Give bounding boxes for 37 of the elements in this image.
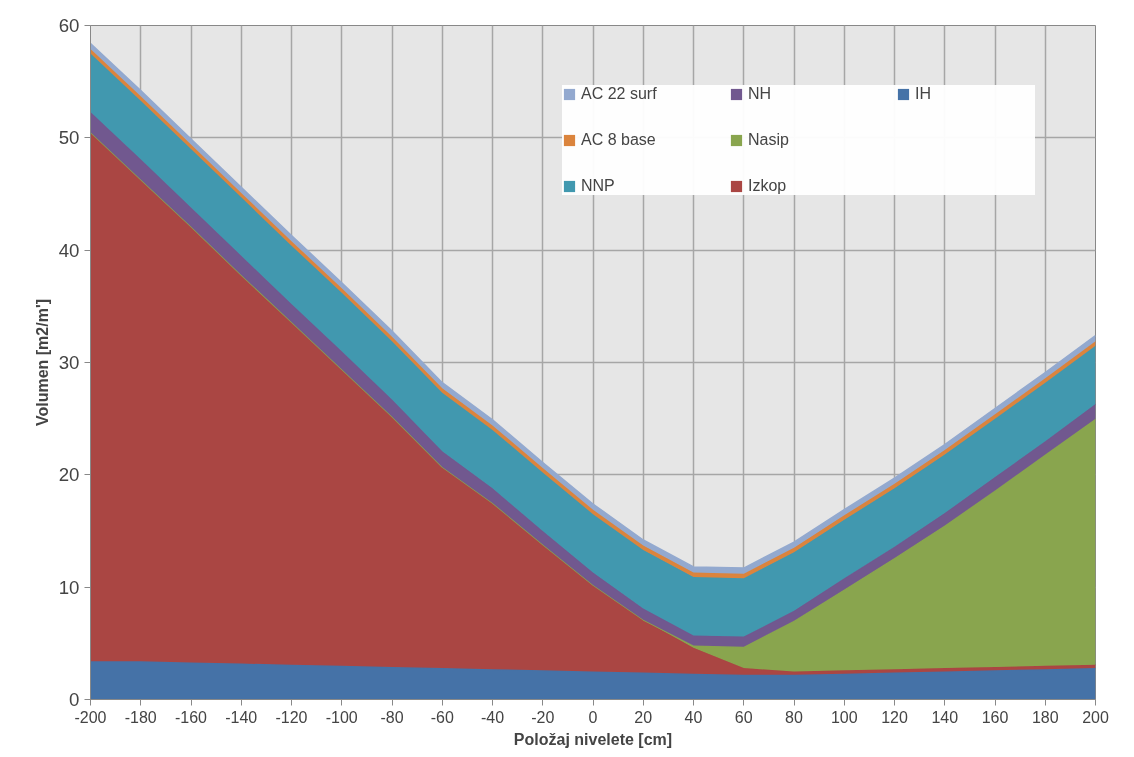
x-tick-label: -80 (380, 708, 404, 726)
x-tick-label: -100 (325, 708, 358, 726)
x-tick-label: 100 (830, 708, 858, 726)
x-tick-label: -40 (480, 708, 505, 726)
y-tick-label: 10 (58, 576, 80, 598)
x-tick-label: 160 (981, 708, 1009, 726)
y-tick-label: 60 (58, 15, 80, 36)
x-axis-title: Položaj nivelete [cm] (513, 730, 673, 748)
x-tick-label: 120 (881, 708, 908, 726)
x-tick-label: -200 (74, 708, 107, 726)
y-tick-label: 50 (58, 127, 80, 149)
x-tick-label: -60 (430, 708, 454, 726)
x-tick-label: -20 (531, 708, 555, 726)
x-tick-label: 40 (684, 708, 703, 726)
y-axis-title: Volumen [m2/m'] (33, 298, 51, 427)
x-tick-label: 80 (785, 708, 803, 726)
y-tick-label: 40 (58, 239, 80, 261)
legend-label: NNP (581, 177, 616, 195)
legend-label: Izkop (748, 177, 788, 195)
x-tick-label: 20 (634, 708, 653, 726)
x-tick-label: -140 (225, 708, 258, 726)
y-tick-label: 20 (58, 464, 80, 486)
legend-label: AC 22 surf (581, 85, 658, 103)
legend-label: IH (915, 85, 932, 103)
x-tick-label: 180 (1031, 708, 1059, 726)
x-tick-label: 0 (588, 708, 598, 726)
x-tick-label: 60 (734, 708, 753, 726)
x-tick-label: -160 (174, 708, 208, 726)
x-tick-label: -120 (275, 708, 308, 726)
y-tick-label: 30 (58, 352, 80, 373)
x-tick-label: 200 (1082, 708, 1109, 726)
legend-label: Nasip (748, 131, 790, 149)
y-tick-label: 0 (69, 689, 80, 710)
legend-label: NH (748, 85, 773, 103)
x-tick-label: -180 (124, 708, 157, 726)
x-tick-label: 140 (931, 708, 959, 726)
legend-label: AC 8 base (581, 131, 657, 149)
